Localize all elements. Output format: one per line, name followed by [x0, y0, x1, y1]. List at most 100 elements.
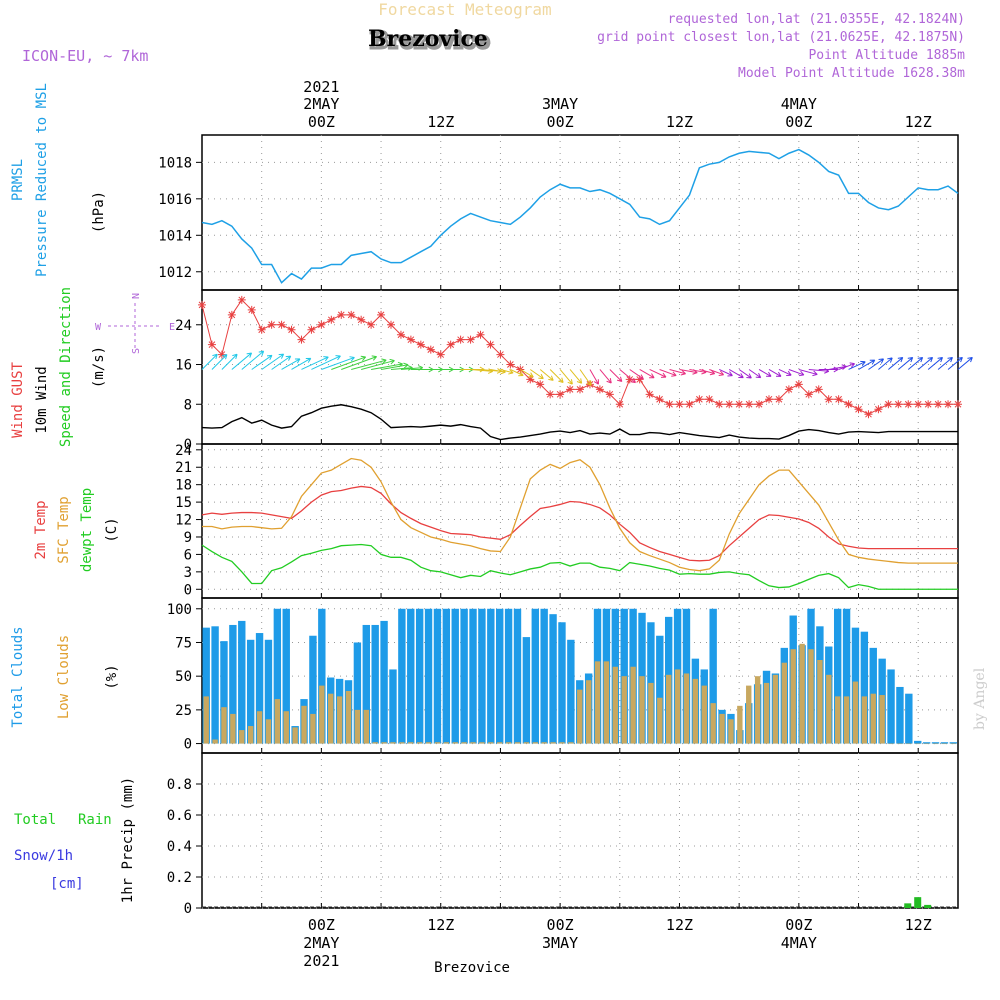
legend-cm: [cm] — [50, 876, 84, 892]
gust-marker — [198, 300, 206, 309]
gust-marker — [496, 350, 505, 359]
total-cloud-bar — [709, 608, 717, 744]
panel-label: Wind GUST — [10, 362, 26, 438]
gust-marker — [854, 405, 863, 414]
wind-direction-arrow — [878, 357, 893, 370]
y-tick-label: 100 — [167, 602, 192, 618]
wind-direction-arrow — [788, 369, 805, 377]
total-cloud-bar — [487, 608, 495, 744]
total-cloud-bar — [407, 608, 415, 744]
gust-marker — [894, 400, 903, 409]
gust-marker — [347, 310, 356, 319]
gust-marker — [396, 330, 405, 339]
location-title: Brezovice — [370, 28, 490, 54]
low-cloud-bar — [923, 743, 930, 745]
low-cloud-bar — [256, 711, 263, 744]
low-cloud-bar — [692, 678, 699, 744]
bottom-time-label: 2MAY — [303, 934, 339, 952]
low-cloud-bar — [843, 696, 850, 744]
low-cloud-bar — [488, 742, 494, 744]
wind-direction-arrow — [201, 353, 218, 370]
wind-direction-arrow — [947, 356, 963, 370]
compass-e: E — [169, 322, 175, 333]
gust-marker — [635, 375, 644, 384]
gust-marker — [755, 400, 764, 409]
footer-location: Brezovice — [434, 960, 510, 976]
gust-marker — [566, 385, 575, 394]
gust-marker — [595, 385, 604, 394]
wind-direction-arrow — [957, 356, 973, 370]
gust-marker — [675, 400, 684, 409]
low-cloud-bar — [763, 682, 770, 744]
wind-direction-arrow — [500, 369, 514, 375]
grid-point-coords: grid point closest lon,lat (21.0625E, 42… — [597, 30, 965, 45]
gust-marker — [934, 400, 943, 409]
gust-line — [201, 299, 958, 415]
total-cloud-bar — [531, 608, 539, 744]
gust-marker — [924, 400, 933, 409]
panel-frame — [201, 134, 959, 291]
total-cloud-bar — [264, 639, 273, 744]
total-cloud-bar — [309, 635, 317, 744]
low-cloud-bar — [328, 693, 334, 744]
y-tick-label: 1012 — [158, 265, 192, 281]
wind-direction-arrow — [917, 356, 934, 370]
gust-marker — [406, 335, 415, 344]
wind-direction-arrow — [261, 353, 285, 370]
total-cloud-bar — [567, 639, 575, 744]
low-cloud-bar — [799, 643, 805, 744]
total-cloud-bar — [540, 608, 548, 744]
y-tick-label: 0 — [184, 901, 192, 917]
low-cloud-bar — [239, 730, 245, 744]
wind-direction-arrow — [609, 369, 623, 382]
gust-marker — [904, 400, 913, 409]
low-cloud-bar — [310, 713, 316, 744]
low-cloud-bar — [719, 713, 725, 744]
y-tick-label: 0 — [184, 582, 192, 598]
wind-direction-arrow — [649, 369, 667, 378]
wind-direction-arrow — [281, 358, 301, 370]
low-cloud-bar — [950, 743, 956, 745]
gust-marker — [476, 330, 485, 339]
gust-marker — [337, 310, 346, 319]
total-cloud-bar — [415, 608, 424, 744]
low-cloud-bar — [470, 742, 476, 744]
gust-marker — [665, 400, 674, 409]
low-cloud-bar — [941, 743, 948, 745]
low-cloud-bar — [416, 742, 423, 744]
gust-marker — [804, 390, 813, 399]
panel-precip: 0 0.2 0.4 0.6 0.8 1hr Precip (mm) Total Rain Sno… — [14, 752, 959, 917]
compass-w: W — [95, 322, 102, 333]
gust-marker — [625, 375, 634, 384]
gust-marker — [944, 400, 953, 409]
low-cloud-bar — [781, 662, 788, 744]
low-cloud-bar — [434, 742, 441, 744]
wind-direction-arrow — [271, 355, 292, 370]
gust-marker — [247, 305, 256, 314]
point-altitude: Point Altitude 1885m — [808, 48, 965, 63]
gust-marker — [267, 320, 276, 329]
location-title-fg: Brezovice — [368, 26, 488, 52]
y-tick-label: 0.4 — [167, 839, 192, 855]
low-cloud-bar — [612, 666, 619, 744]
low-cloud-bar — [532, 742, 538, 744]
y-tick-label: 24 — [175, 318, 192, 334]
low-cloud-bar — [390, 742, 396, 744]
gust-marker — [277, 320, 286, 329]
low-cloud-bar — [906, 743, 912, 745]
total-cloud-bar — [424, 608, 433, 744]
low-cloud-bar — [852, 681, 859, 744]
wind-direction-arrow — [738, 369, 752, 379]
total-cloud-bar — [460, 608, 468, 744]
wind-direction-arrow — [589, 369, 599, 385]
wind-direction-arrow — [858, 359, 876, 370]
total-cloud-bar — [949, 742, 957, 744]
gust-marker — [705, 395, 714, 404]
total-cloud-bar — [504, 608, 513, 744]
bottom-time-label: 12Z — [666, 916, 693, 934]
total-cloud-bar — [469, 608, 477, 744]
gust-marker — [824, 395, 833, 404]
low-cloud-bar — [559, 742, 565, 744]
y-tick-label: 15 — [175, 495, 192, 511]
